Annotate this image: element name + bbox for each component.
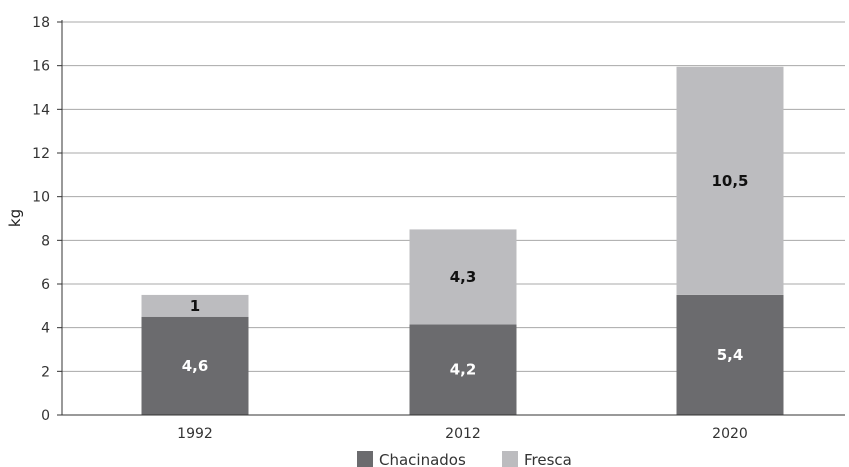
y-tick-label: 18 bbox=[32, 15, 50, 31]
data-label: 10,5 bbox=[711, 172, 748, 190]
y-axis-title: kg bbox=[6, 209, 24, 227]
bar-chacinados-1992 bbox=[141, 316, 249, 415]
data-label: 5,4 bbox=[717, 346, 744, 364]
y-tick-label: 10 bbox=[32, 190, 50, 206]
data-label: 1 bbox=[190, 297, 200, 315]
y-tick-label: 6 bbox=[41, 277, 50, 293]
y-tick-label: 14 bbox=[32, 102, 50, 118]
bar-chacinados-2012 bbox=[409, 324, 517, 415]
y-tick-label: 2 bbox=[41, 364, 50, 380]
legend-label: Chacinados bbox=[379, 451, 466, 467]
y-axis-ticks: 0 2 4 6 8 10 12 14 16 18 bbox=[32, 15, 62, 424]
y-tick-label: 8 bbox=[41, 233, 50, 249]
legend-label: Fresca bbox=[524, 451, 572, 467]
x-tick-label: 2020 bbox=[712, 426, 748, 442]
legend-swatch-chacinados bbox=[357, 451, 373, 467]
bar-fresca-1992 bbox=[141, 294, 249, 317]
data-label: 4,6 bbox=[182, 357, 209, 375]
bar-fresca-2012 bbox=[409, 229, 517, 325]
y-tick-label: 0 bbox=[41, 408, 50, 424]
x-tick-label: 2012 bbox=[445, 426, 481, 442]
axes bbox=[61, 20, 845, 416]
bars: 4,6 1 4,2 4,3 5,4 10,5 bbox=[141, 66, 784, 415]
bar-chacinados-2020 bbox=[676, 294, 784, 415]
x-tick-label: 1992 bbox=[177, 426, 213, 442]
x-axis-ticks: 1992 2012 2020 bbox=[177, 426, 748, 442]
bar-fresca-2020 bbox=[676, 66, 784, 295]
data-label: 4,2 bbox=[450, 361, 477, 379]
y-tick-label: 4 bbox=[41, 321, 50, 337]
data-label: 4,3 bbox=[450, 268, 477, 286]
y-tick-label: 12 bbox=[32, 146, 50, 162]
legend: Chacinados Fresca bbox=[357, 451, 572, 467]
legend-swatch-fresca bbox=[502, 451, 518, 467]
y-tick-label: 16 bbox=[32, 59, 50, 75]
